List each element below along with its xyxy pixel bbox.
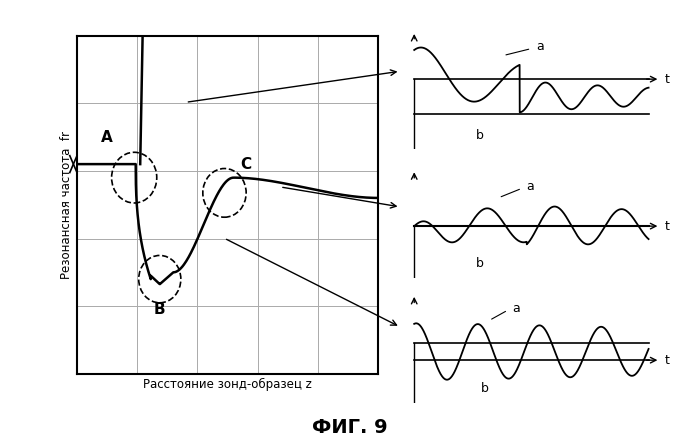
Y-axis label: Резонансная частота  fr: Резонансная частота fr [60, 131, 73, 279]
Text: b: b [481, 382, 489, 395]
Text: b: b [476, 129, 484, 142]
Text: b: b [476, 258, 484, 271]
Text: t: t [665, 354, 670, 367]
Text: t: t [665, 220, 670, 233]
Text: A: A [102, 129, 113, 145]
Text: a: a [536, 40, 544, 53]
Text: t: t [665, 73, 670, 85]
Text: C: C [240, 157, 251, 172]
Text: a: a [512, 302, 520, 315]
X-axis label: Расстояние зонд-образец z: Расстояние зонд-образец z [143, 378, 312, 391]
Text: B: B [154, 302, 166, 317]
Text: a: a [526, 180, 535, 193]
Text: ФИГ. 9: ФИГ. 9 [312, 418, 388, 437]
